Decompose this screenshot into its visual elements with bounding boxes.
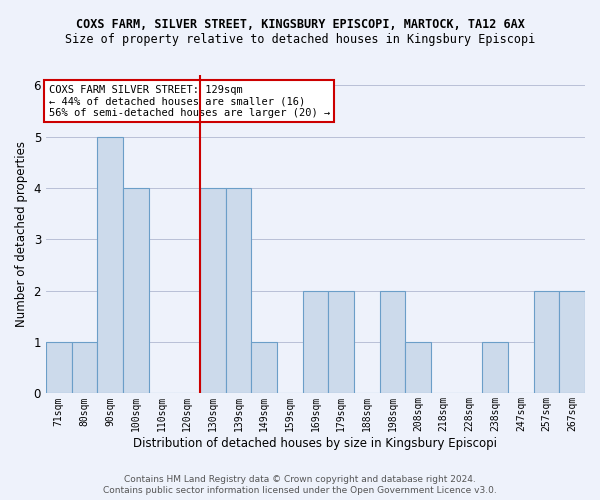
Bar [559,290,585,394]
Bar [200,188,226,394]
Bar [328,290,354,394]
Bar [482,342,508,394]
Bar [97,136,123,394]
Text: COXS FARM SILVER STREET: 129sqm
← 44% of detached houses are smaller (16)
56% of: COXS FARM SILVER STREET: 129sqm ← 44% of… [49,84,330,118]
Bar [533,290,559,394]
Bar [406,342,431,394]
Bar [123,188,149,394]
Y-axis label: Number of detached properties: Number of detached properties [15,141,28,327]
Bar [380,290,406,394]
Text: Contains public sector information licensed under the Open Government Licence v3: Contains public sector information licen… [103,486,497,495]
Text: COXS FARM, SILVER STREET, KINGSBURY EPISCOPI, MARTOCK, TA12 6AX: COXS FARM, SILVER STREET, KINGSBURY EPIS… [76,18,524,30]
Bar [71,342,97,394]
Bar [251,342,277,394]
Text: Size of property relative to detached houses in Kingsbury Episcopi: Size of property relative to detached ho… [65,32,535,46]
Bar [226,188,251,394]
Text: Contains HM Land Registry data © Crown copyright and database right 2024.: Contains HM Land Registry data © Crown c… [124,474,476,484]
X-axis label: Distribution of detached houses by size in Kingsbury Episcopi: Distribution of detached houses by size … [133,437,497,450]
Bar [302,290,328,394]
Bar [46,342,71,394]
